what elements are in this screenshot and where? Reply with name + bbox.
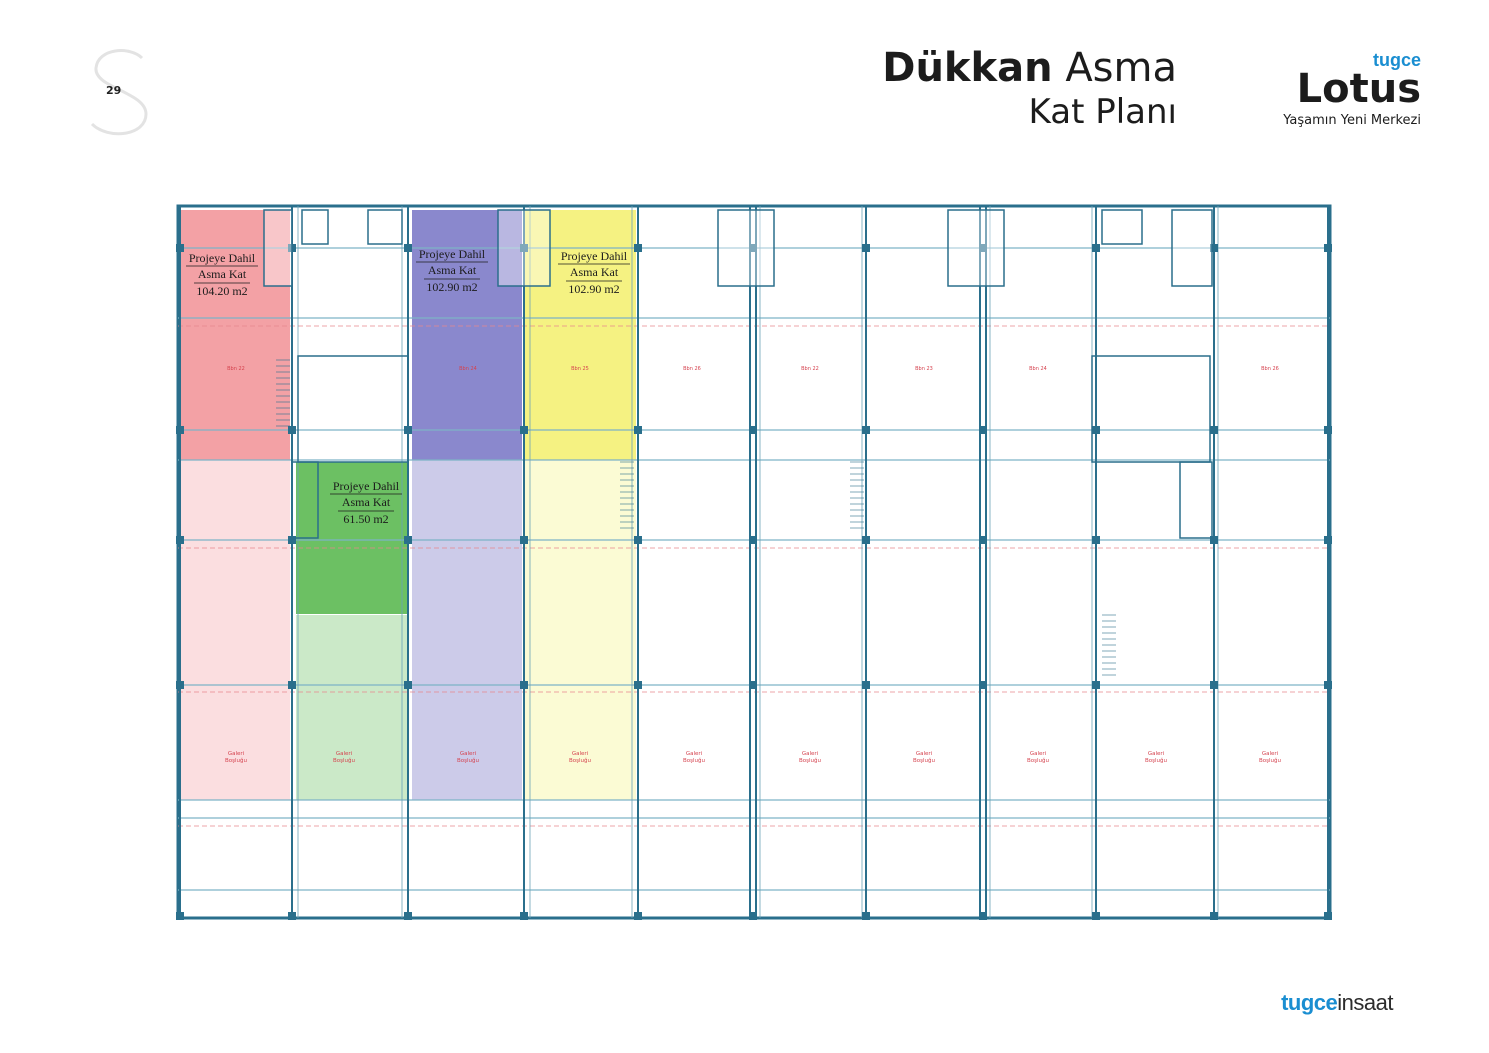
blue-zone-lower xyxy=(412,460,522,800)
red-zone-lower xyxy=(180,460,290,800)
page-title: Dükkan Asma Kat Planı xyxy=(882,46,1177,131)
unit-label-2: Bbn 24 xyxy=(459,366,477,372)
area-label-1-l1: Projeye Dahil xyxy=(189,251,256,265)
galeri-label-6-l1: Galeri xyxy=(802,751,819,757)
blue-zone xyxy=(412,210,522,460)
galeri-label-2-l2: Boşluğu xyxy=(333,757,355,764)
galeri-label-8-l1: Galeri xyxy=(1030,751,1047,757)
unit-label-7: Bbn 24 xyxy=(1029,366,1047,372)
area-label-4-l1: Projeye Dahil xyxy=(333,479,400,493)
footer-logo: tugceinsaat xyxy=(1281,990,1393,1016)
galeri-label-10-l1: Galeri xyxy=(1262,751,1279,757)
galeri-label-2-l1: Galeri xyxy=(336,751,353,757)
galeri-label-7-l2: Boşluğu xyxy=(913,757,935,764)
galeri-label-8-l2: Boşluğu xyxy=(1027,757,1049,764)
galeri-label-7-l1: Galeri xyxy=(916,751,933,757)
title-line2: Kat Planı xyxy=(1028,91,1177,132)
galeri-label-1-l2: Boşluğu xyxy=(225,757,247,764)
area-label-4-l3: 61.50 m2 xyxy=(343,512,388,526)
page-number: 29 xyxy=(106,84,122,97)
area-label-2-l1: Projeye Dahil xyxy=(419,247,486,261)
unit-label-3: Bbn 25 xyxy=(571,366,589,372)
galeri-label-9-l1: Galeri xyxy=(1148,751,1165,757)
galeri-label-4-l1: Galeri xyxy=(572,751,589,757)
footer-logo-b: insaat xyxy=(1337,990,1393,1015)
brand-big: Lotus xyxy=(1296,66,1421,112)
yellow-zone-lower xyxy=(524,460,636,800)
galeri-label-3-l1: Galeri xyxy=(460,751,477,757)
brand-small: tugce xyxy=(1372,50,1421,70)
page-number-s-mark xyxy=(90,49,148,136)
red-zone xyxy=(180,210,290,460)
unit-label-8: Bbn 26 xyxy=(1261,366,1279,372)
galeri-label-4-l2: Boşluğu xyxy=(569,757,591,764)
area-label-3-l2: Asma Kat xyxy=(570,265,619,279)
area-label-1-l3: 104.20 m2 xyxy=(196,284,247,298)
brand-tagline: Yaşamın Yeni Merkezi xyxy=(1283,113,1421,128)
footer-logo-a: tugce xyxy=(1281,990,1338,1015)
galeri-label-6-l2: Boşluğu xyxy=(799,757,821,764)
unit-label-5: Bbn 22 xyxy=(801,366,819,372)
galeri-label-10-l2: Boşluğu xyxy=(1259,757,1281,764)
brand-logo: tugce Lotus Yaşamın Yeni Merkezi xyxy=(1283,50,1421,128)
unit-label-6: Bbn 23 xyxy=(915,366,933,372)
area-label-2-l2: Asma Kat xyxy=(428,263,477,277)
galeri-label-1-l1: Galeri xyxy=(228,751,245,757)
area-label-1-l2: Asma Kat xyxy=(198,267,247,281)
floor-plan: Projeye Dahil Asma Kat 104.20 m2 Projeye… xyxy=(172,200,1336,924)
unit-label-4: Bbn 26 xyxy=(683,366,701,372)
galeri-label-5-l1: Galeri xyxy=(686,751,703,757)
area-label-3-l3: 102.90 m2 xyxy=(568,282,619,296)
area-label-3-l1: Projeye Dahil xyxy=(561,249,628,263)
galeri-label-5-l2: Boşluğu xyxy=(683,757,705,764)
galeri-label-9-l2: Boşluğu xyxy=(1145,757,1167,764)
unit-label-1: Bbn 22 xyxy=(227,366,245,372)
title-light: Asma xyxy=(1065,45,1177,91)
area-label-4-l2: Asma Kat xyxy=(342,495,391,509)
area-label-2-l3: 102.90 m2 xyxy=(426,280,477,294)
yellow-zone xyxy=(524,210,636,460)
title-bold: Dükkan xyxy=(882,45,1053,91)
green-zone-lower xyxy=(296,615,408,800)
galeri-label-3-l2: Boşluğu xyxy=(457,757,479,764)
